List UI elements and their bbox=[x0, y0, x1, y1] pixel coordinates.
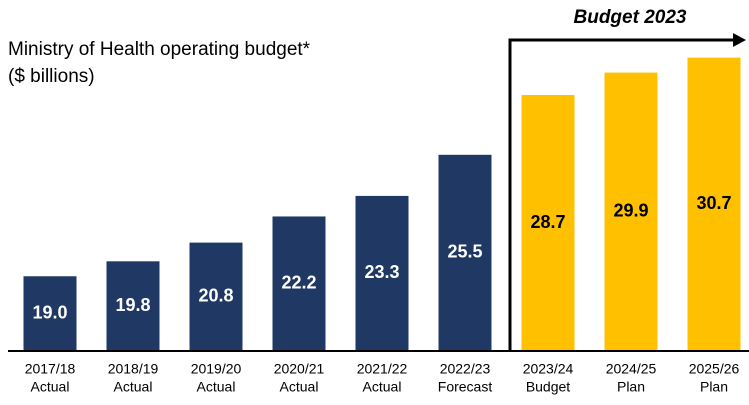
x-tick-label: Actual bbox=[114, 379, 153, 395]
x-tick-label: Forecast bbox=[438, 379, 493, 395]
x-tick-label: Plan bbox=[617, 379, 645, 395]
x-tick-label: Actual bbox=[31, 379, 70, 395]
value-label: 25.5 bbox=[447, 242, 482, 262]
value-label: 19.8 bbox=[115, 295, 150, 315]
value-label: 19.0 bbox=[32, 302, 67, 322]
x-tick-label: Actual bbox=[197, 379, 236, 395]
annotation-bracket bbox=[508, 38, 735, 351]
value-label: 29.9 bbox=[613, 201, 648, 221]
x-tick-label: 2019/20 bbox=[191, 361, 242, 377]
bar bbox=[438, 154, 492, 351]
value-label: 22.2 bbox=[281, 272, 316, 292]
x-tick-label: 2017/18 bbox=[25, 361, 76, 377]
x-tick-label: Plan bbox=[700, 379, 728, 395]
value-label: 28.7 bbox=[530, 212, 565, 232]
x-tick-label: Actual bbox=[363, 379, 402, 395]
value-label: 23.3 bbox=[364, 262, 399, 282]
x-tick-label: 2024/25 bbox=[606, 361, 657, 377]
value-label: 30.7 bbox=[696, 193, 731, 213]
x-tick-label: 2023/24 bbox=[523, 361, 574, 377]
annotation-arrowhead bbox=[733, 33, 746, 47]
bar bbox=[106, 261, 160, 351]
value-label: 20.8 bbox=[198, 286, 233, 306]
x-tick-label: 2021/22 bbox=[357, 361, 408, 377]
bar bbox=[521, 95, 575, 352]
bar bbox=[687, 57, 741, 352]
bar bbox=[189, 242, 243, 351]
annotation: Budget 2023 bbox=[574, 7, 687, 28]
x-tick-label: 2018/19 bbox=[108, 361, 159, 377]
x-tick-label: 2025/26 bbox=[689, 361, 740, 377]
x-tick-label: 2020/21 bbox=[274, 361, 325, 377]
bar bbox=[355, 195, 409, 351]
chart-title: Ministry of Health operating budget* bbox=[8, 39, 311, 60]
chart-subtitle: ($ billions) bbox=[8, 66, 95, 87]
bar bbox=[604, 72, 658, 351]
x-tick-label: 2022/23 bbox=[440, 361, 491, 377]
x-tick-label: Actual bbox=[280, 379, 319, 395]
bar bbox=[23, 276, 77, 351]
bar bbox=[272, 216, 326, 351]
x-tick-label: Budget bbox=[526, 379, 570, 395]
